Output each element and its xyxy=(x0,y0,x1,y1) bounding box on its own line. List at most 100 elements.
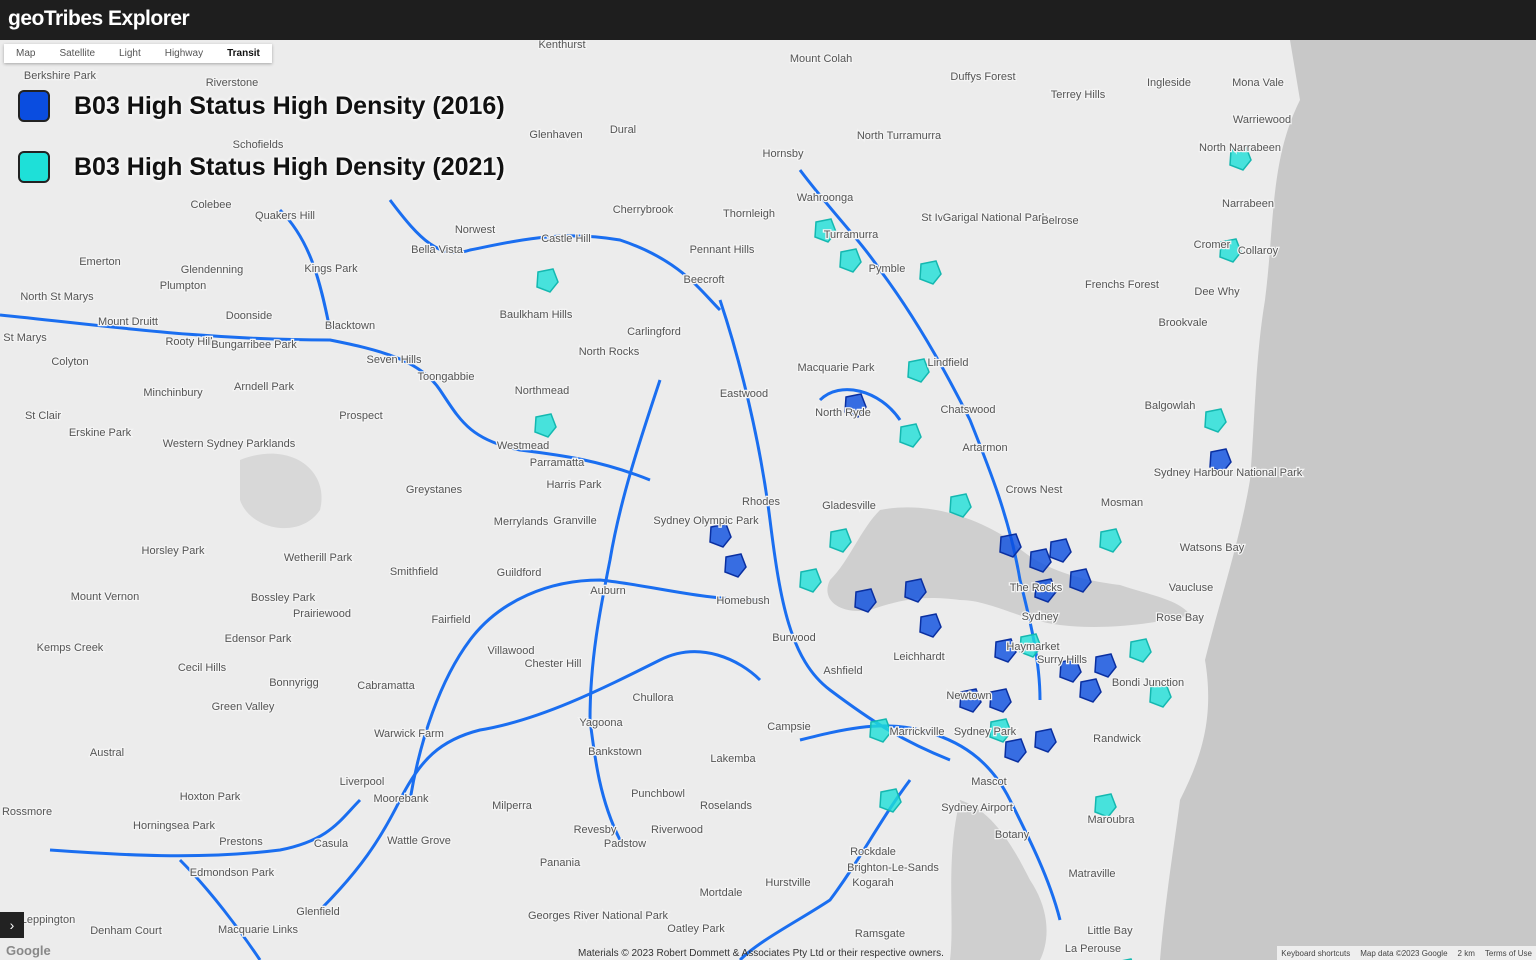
place-label: Balgowlah xyxy=(1145,400,1196,412)
place-label: Rossmore xyxy=(2,806,52,818)
area-polygon xyxy=(904,578,927,603)
area-polygon xyxy=(989,688,1012,713)
place-label: Castle Hill xyxy=(541,233,591,245)
place-label: Hoxton Park xyxy=(180,791,241,803)
place-label: Yagoona xyxy=(579,717,623,729)
place-label: North Ryde xyxy=(815,407,871,419)
place-label: Cromer xyxy=(1194,239,1231,251)
place-label: Mortdale xyxy=(700,887,743,899)
map-type-button[interactable]: Highway xyxy=(164,48,204,59)
place-label: Artarmon xyxy=(962,442,1007,454)
place-label: Colebee xyxy=(191,199,232,211)
place-label: Crows Nest xyxy=(1006,484,1063,496)
place-label: Merrylands xyxy=(494,516,549,528)
place-label: Baulkham Hills xyxy=(500,309,573,321)
place-label: Cecil Hills xyxy=(178,662,227,674)
place-label: Greystanes xyxy=(406,484,463,496)
place-label: Cabramatta xyxy=(357,680,415,692)
place-label: Haymarket xyxy=(1006,641,1059,653)
map-type-bar: Map Satellite Light Highway Transit xyxy=(4,44,272,63)
place-label: Matraville xyxy=(1068,868,1115,880)
place-label: Mount Druitt xyxy=(98,316,158,328)
map-type-button[interactable]: Map xyxy=(16,48,36,59)
place-label: St Clair xyxy=(25,410,61,422)
terms[interactable]: Terms of Use xyxy=(1484,948,1532,958)
area-polygon xyxy=(869,718,892,743)
place-label: Prestons xyxy=(219,836,263,848)
place-label: Watsons Bay xyxy=(1180,542,1245,554)
place-label: Hurstville xyxy=(765,877,810,889)
place-label: Duffys Forest xyxy=(950,71,1015,83)
area-polygon xyxy=(814,218,837,243)
place-label: Chullora xyxy=(633,692,675,704)
area-polygon xyxy=(959,688,982,713)
place-label: Bonnyrigg xyxy=(269,677,319,689)
place-label: Dee Why xyxy=(1194,286,1240,298)
place-label: Revesby xyxy=(574,824,617,836)
place-label: Warriewood xyxy=(1233,114,1291,126)
place-label: Seven Hills xyxy=(366,354,422,366)
area-polygon xyxy=(1094,793,1117,818)
place-label: Leichhardt xyxy=(893,651,944,663)
place-label: Marrickville xyxy=(890,726,945,738)
place-label: Kings Park xyxy=(304,263,358,275)
place-label: Georges River National Park xyxy=(528,910,669,922)
place-label: Wetherill Park xyxy=(284,552,353,564)
legend-swatch xyxy=(18,151,50,183)
place-label: Sydney Olympic Park xyxy=(653,515,759,527)
area-polygon xyxy=(799,568,822,593)
place-label: Chatswood xyxy=(940,404,995,416)
area-polygon xyxy=(1029,548,1052,573)
place-label: Turramurra xyxy=(824,229,879,241)
place-label: Bankstown xyxy=(588,746,642,758)
place-label: North St Marys xyxy=(20,291,94,303)
area-polygon xyxy=(879,788,902,813)
area-polygon xyxy=(919,613,942,638)
scale: 2 km xyxy=(1457,948,1475,958)
place-label: Sydney Park xyxy=(954,726,1017,738)
area-polygon xyxy=(534,413,557,438)
area-polygon xyxy=(854,588,877,613)
google-logo: Google xyxy=(6,943,51,958)
place-label: Carlingford xyxy=(627,326,681,338)
panel-toggle[interactable]: › xyxy=(0,912,24,938)
place-label: Auburn xyxy=(590,585,625,597)
place-label: Little Bay xyxy=(1087,925,1133,937)
place-label: Surry Hills xyxy=(1037,654,1088,666)
place-label: North Turramurra xyxy=(857,130,942,142)
place-label: Kemps Creek xyxy=(37,642,104,654)
place-label: Pennant Hills xyxy=(690,244,755,256)
place-label: Parramatta xyxy=(530,457,585,469)
place-label: Macquarie Links xyxy=(218,924,299,936)
place-label: Macquarie Park xyxy=(797,362,875,374)
map-type-button[interactable]: Light xyxy=(119,48,141,59)
keyboard-shortcuts[interactable]: Keyboard shortcuts xyxy=(1281,948,1351,958)
place-label: Burwood xyxy=(772,632,815,644)
place-label: Doonside xyxy=(226,310,272,322)
area-polygon xyxy=(709,523,732,548)
place-label: Bondi Junction xyxy=(1112,677,1184,689)
place-label: Rooty Hill xyxy=(165,336,212,348)
place-label: Vaucluse xyxy=(1169,582,1213,594)
place-label: Denham Court xyxy=(90,925,162,937)
map-data: Map data ©2023 Google xyxy=(1360,948,1448,958)
place-label: Roselands xyxy=(700,800,752,812)
place-label: Randwick xyxy=(1093,733,1141,745)
place-label: Brighton-Le-Sands xyxy=(847,862,939,874)
area-polygon xyxy=(1129,638,1152,663)
legend-item: B03 High Status High Density (2016) xyxy=(18,90,505,122)
place-label: Brookvale xyxy=(1159,317,1208,329)
place-label: Bella Vista xyxy=(411,244,464,256)
place-label: Hornsby xyxy=(763,148,804,160)
place-label: Garigal National Park xyxy=(943,212,1048,224)
area-polygon xyxy=(1204,408,1227,433)
legend-label: B03 High Status High Density (2021) xyxy=(74,152,505,181)
place-label: Northmead xyxy=(515,385,569,397)
map-type-button[interactable]: Satellite xyxy=(59,48,96,59)
place-label: North Rocks xyxy=(579,346,640,358)
map-type-button[interactable]: Transit xyxy=(227,48,260,59)
place-label: Moorebank xyxy=(373,793,429,805)
area-polygon xyxy=(949,493,972,518)
place-label: Newtown xyxy=(946,690,991,702)
place-label: Beecroft xyxy=(684,274,725,286)
